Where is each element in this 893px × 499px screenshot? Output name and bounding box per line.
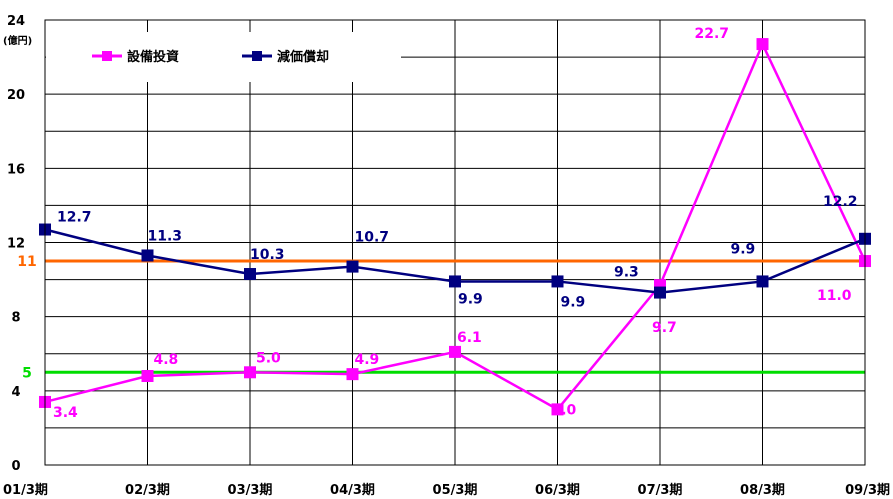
data-point-marker <box>551 275 564 288</box>
x-tick-label: 05/3期 <box>433 483 478 498</box>
data-label: 4.8 <box>154 352 179 368</box>
data-label: 9.9 <box>561 294 586 310</box>
x-tick-label: 02/3期 <box>125 483 170 498</box>
y-tick-label: 12 <box>7 237 25 252</box>
chart-series: 3.4 4.8 5.0 4.9 6.1 3.0 9.7 22.7 11.0 12.7 11.3 10.… <box>39 26 871 421</box>
y-tick-label: 4 <box>11 385 20 400</box>
data-point-marker <box>244 268 256 281</box>
x-tick-label: 09/3期 <box>845 483 890 498</box>
data-label: 10.7 <box>355 230 390 246</box>
reference-lines: 11 5 <box>17 254 865 381</box>
legend-marker <box>102 51 112 61</box>
data-point-marker <box>141 249 154 262</box>
y-tick-label: 24 <box>7 14 25 29</box>
chart-legend: 設備投資 減価償却 <box>46 32 401 82</box>
legend-label: 減価償却 <box>277 49 329 65</box>
data-point-marker <box>756 38 769 51</box>
x-tick-label: 06/3期 <box>535 483 580 498</box>
data-label: 3.4 <box>53 405 78 421</box>
data-point-marker <box>756 275 769 288</box>
reference-line-label: 11 <box>17 254 36 270</box>
x-tick-label: 08/3期 <box>740 483 785 498</box>
data-label: 22.7 <box>695 26 730 42</box>
x-tick-label: 03/3期 <box>228 483 273 498</box>
data-point-marker <box>346 368 359 381</box>
data-label: 9.3 <box>614 265 639 281</box>
data-label: 11.0 <box>817 288 852 304</box>
x-tick-label: 07/3期 <box>638 483 683 498</box>
data-point-marker <box>654 286 666 299</box>
data-label: 6.1 <box>457 330 482 346</box>
reference-line-label: 5 <box>22 365 32 381</box>
data-label: 12.2 <box>823 194 858 210</box>
x-tick-label: 01/3期 <box>3 483 48 498</box>
legend-marker <box>252 51 262 61</box>
data-label: 11.3 <box>148 228 183 244</box>
data-label: 9.9 <box>731 241 756 257</box>
y-axis-unit-label: (億円) <box>3 34 32 47</box>
data-point-marker <box>244 366 256 379</box>
data-label: 10.3 <box>250 247 285 263</box>
data-point-marker <box>346 260 359 273</box>
data-label: 3.0 <box>552 402 577 418</box>
legend-label: 設備投資 <box>127 49 179 65</box>
data-point-marker <box>551 403 564 416</box>
chart-axes: 0 4 8 12 16 20 24 (億円) 01/3期 02/3期 03/3期 04/3期 05/3期… <box>3 14 890 498</box>
y-tick-label: 16 <box>7 162 25 177</box>
x-tick-label: 04/3期 <box>330 483 375 498</box>
y-tick-label: 20 <box>7 88 25 103</box>
data-label: 4.9 <box>355 352 380 368</box>
data-point-marker <box>449 275 461 288</box>
data-label: 9.9 <box>458 291 483 307</box>
plot-border <box>44 19 866 466</box>
data-label: 9.7 <box>652 320 677 336</box>
data-point-marker <box>449 345 461 358</box>
y-tick-label: 0 <box>11 459 20 474</box>
y-tick-label: 8 <box>11 311 20 326</box>
data-label: 12.7 <box>57 210 92 226</box>
data-label: 5.0 <box>256 350 281 366</box>
data-point-marker <box>141 370 154 382</box>
